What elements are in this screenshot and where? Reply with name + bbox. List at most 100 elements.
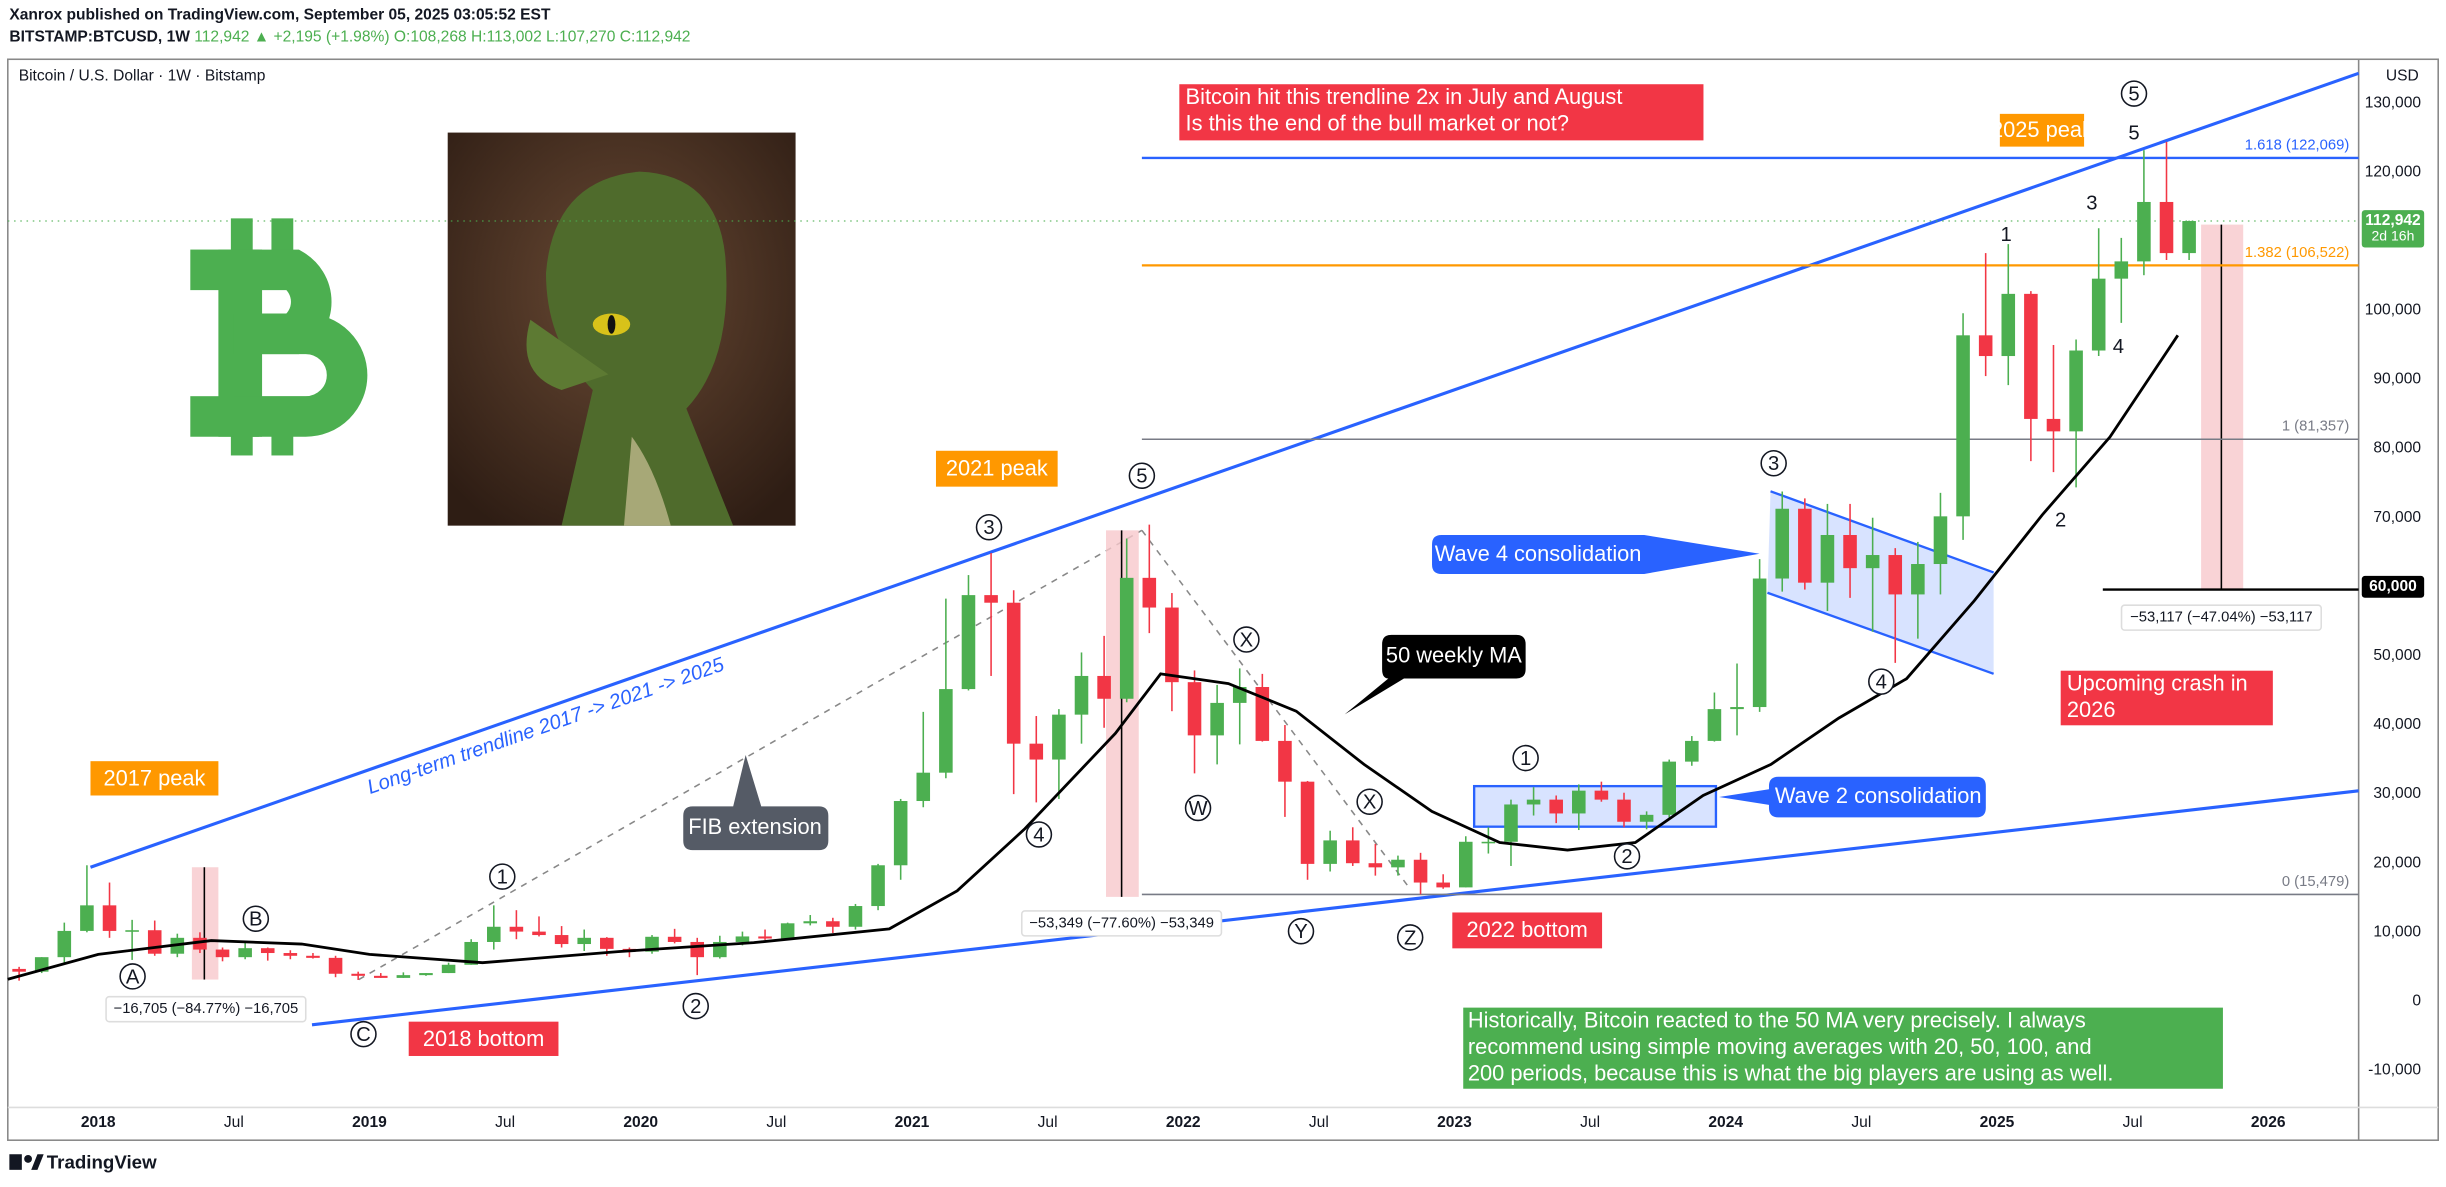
open: O:108,268 — [394, 29, 467, 46]
wave-label: Y — [1294, 921, 1308, 943]
x-tick-label: 2024 — [1708, 1114, 1743, 1131]
wave-label: W — [1188, 798, 1208, 820]
candle-body — [939, 689, 953, 773]
candle-body — [1368, 863, 1383, 868]
wave-circle — [1396, 924, 1424, 951]
candle-body — [916, 772, 931, 802]
wave-circle — [489, 863, 516, 890]
measure-label-box — [2120, 604, 2322, 631]
trendline — [311, 789, 2359, 1027]
label-box — [90, 761, 219, 796]
candle-body — [80, 905, 94, 931]
candle-body — [758, 936, 772, 939]
publisher: Xanrox published on TradingView.com, Sep… — [9, 7, 551, 24]
wave-label: 3 — [1768, 453, 1779, 475]
candle-body — [1594, 790, 1609, 800]
y-tick-label: 80,000 — [2373, 440, 2421, 457]
measure-label: −16,705 (−84.77%) −16,705 — [114, 1001, 299, 1017]
candle-body — [2159, 201, 2174, 254]
wave-label: 3 — [983, 517, 994, 539]
candle-body — [1255, 687, 1270, 741]
x-tick-label: Jul — [224, 1114, 244, 1131]
y-tick-label: 50,000 — [2373, 647, 2421, 664]
symbol: BITSTAMP:BTCUSD, 1W — [9, 29, 190, 46]
candle-body — [803, 921, 818, 924]
candle-body — [1865, 555, 1880, 569]
candle-body — [419, 973, 433, 976]
candle-body — [780, 923, 795, 939]
candle-body — [215, 949, 230, 958]
wave-label: 1 — [2000, 224, 2011, 246]
candle-body — [1323, 840, 1337, 864]
note-text: 200 periods, because this is what the bi… — [1468, 1060, 2114, 1085]
wave-circle — [1128, 462, 1156, 489]
candle-body — [532, 931, 546, 936]
x-tick-label: Jul — [766, 1114, 786, 1131]
last: 112,942 — [194, 29, 249, 46]
callout-box — [1179, 84, 1704, 141]
candle-body — [487, 926, 501, 942]
candle-body — [509, 926, 524, 932]
candle-body — [1391, 859, 1405, 868]
candle-body — [1639, 814, 1654, 822]
wave-circle — [682, 992, 709, 1020]
label: Wave 2 consolidation — [1775, 783, 1982, 808]
candle-body — [12, 968, 26, 972]
wave-label: 2 — [690, 996, 701, 1018]
candle-body — [1278, 740, 1292, 782]
label: 50 weekly MA — [1386, 642, 1522, 667]
x-tick-label: 2020 — [623, 1114, 658, 1131]
wave-label: 4 — [1876, 672, 1887, 694]
wave-label: 1 — [497, 867, 508, 889]
candle-body — [1481, 841, 1496, 844]
candle-body — [1526, 799, 1541, 805]
candle-body — [826, 921, 840, 927]
candle-body — [102, 905, 117, 931]
callout-box — [1432, 535, 1760, 575]
label: 2018 bottom — [423, 1026, 544, 1051]
label: 2017 peak — [103, 766, 205, 791]
wave-circle — [1868, 668, 1895, 695]
candle-body — [1119, 577, 1134, 699]
wave-label: A — [126, 966, 140, 988]
candle-body — [1572, 790, 1586, 814]
wave-label: 5 — [1136, 466, 1147, 488]
candle-body — [147, 930, 162, 954]
y-tick-label: 0 — [2412, 993, 2421, 1010]
y-tick-label: 90,000 — [2373, 371, 2421, 388]
candle-body — [260, 948, 275, 954]
note-box — [1463, 1007, 2223, 1089]
candle-body — [871, 865, 885, 907]
candle-body — [1006, 602, 1021, 744]
wave-label: 3 — [2086, 193, 2097, 215]
candle-body — [1888, 555, 1903, 595]
candle-body — [125, 930, 139, 932]
x-tick-label: Jul — [1851, 1114, 1871, 1131]
fib-label: 1.618 (122,069) — [2245, 137, 2350, 153]
candle-body — [1458, 841, 1473, 888]
label: 2021 peak — [946, 455, 1048, 480]
currency: USD — [2386, 68, 2419, 85]
candle-body — [1074, 675, 1089, 715]
candle-body — [1978, 335, 1993, 357]
label: 2025 peak — [1991, 117, 2093, 142]
y-tick-label: 120,000 — [2365, 163, 2422, 180]
wave-circle — [1760, 449, 1787, 477]
label-box — [1999, 113, 2085, 147]
candle-body — [193, 937, 207, 950]
wave-label: Z — [1404, 927, 1416, 949]
chart-title: Bitcoin / U.S. Dollar · 1W · Bitstamp — [19, 68, 266, 85]
wave-label: 2 — [2055, 509, 2066, 531]
candle-body — [396, 975, 411, 978]
wave-label: 2 — [1621, 846, 1632, 868]
candle-body — [283, 953, 298, 956]
callout-box — [1344, 634, 1526, 715]
label: 2026 — [2067, 697, 2116, 722]
wave-circle — [242, 905, 270, 932]
lizard-image — [447, 132, 796, 526]
wave-label: 1 — [1520, 748, 1531, 770]
candle-body — [57, 930, 72, 958]
price-label-box — [2361, 575, 2425, 598]
